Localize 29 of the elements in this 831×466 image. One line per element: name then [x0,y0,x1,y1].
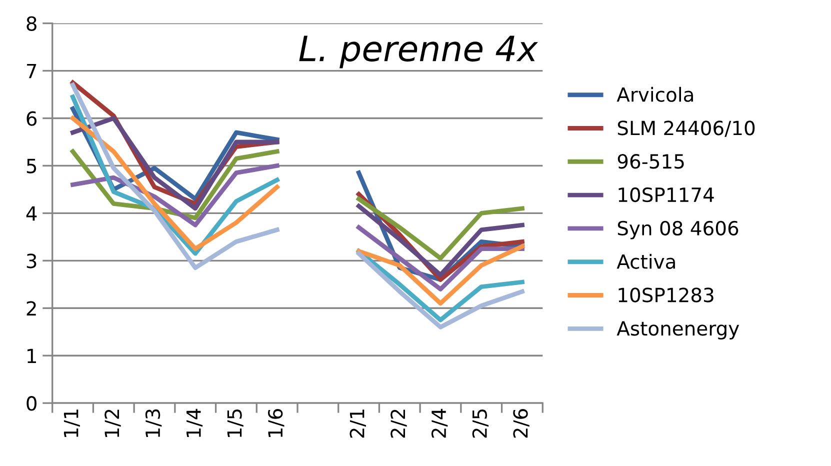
y-tick-label: 1 [28,348,36,364]
x-tick-label: 1/4 [186,408,203,437]
x-tick-label: 2/6 [513,409,530,438]
x-tick-label: 1/5 [227,410,244,437]
legend-label: SLM 24406/10 [618,120,755,137]
legend-label: Arvicola [616,86,693,102]
y-tick-label: 8 [26,16,36,31]
x-tick-label: 2/5 [472,410,489,438]
y-tick-label: 0 [26,396,36,411]
x-tick-label: 2/1 [350,410,366,438]
legend-label: Syn 08 4606 [618,220,738,240]
y-tick-label: 3 [26,254,36,268]
x-tick-label: 1/3 [145,409,162,437]
y-tick-label: 4 [26,206,37,221]
legend-label: Activa [616,254,675,269]
y-tick-label: 5 [26,158,36,174]
legend-label: 10SP1174 [618,187,714,202]
x-tick-label: 1/1 [64,410,80,437]
y-tick-label: 7 [26,64,36,78]
legend-label: Astonenergy [616,321,740,340]
legend-label: 96-515 [618,154,684,169]
legend-label: 10SP1283 [618,288,714,302]
y-tick-label: 2 [26,301,36,316]
x-tick-label: 2/2 [390,410,407,438]
chart-title: L. perenne 4x [299,36,538,68]
x-tick-label: 1/2 [104,410,121,437]
x-tick-label: 2/4 [431,408,448,438]
x-tick-label: 1/6 [268,409,284,437]
y-tick-label: 6 [26,111,37,126]
